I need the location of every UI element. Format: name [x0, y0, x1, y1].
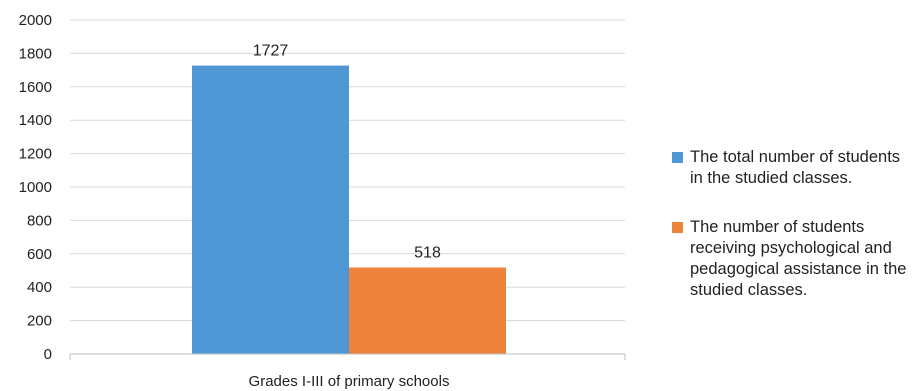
bar-series-1 — [349, 267, 506, 354]
bar-series-0 — [192, 65, 349, 354]
y-tick-label-800: 800 — [27, 212, 52, 229]
y-tick-label-1200: 1200 — [19, 146, 52, 163]
y-tick-label-1600: 1600 — [19, 79, 52, 96]
legend-label-assisted: The number of students receiving psychol… — [690, 218, 907, 299]
y-tick-label-0: 0 — [44, 346, 52, 363]
x-category-label: Grades I-III of primary schools — [249, 373, 450, 390]
legend: The total number of students in the stud… — [672, 147, 915, 301]
y-tick-label-1800: 1800 — [19, 45, 52, 62]
bars — [192, 65, 506, 354]
y-tick-label-400: 400 — [27, 279, 52, 296]
y-tick-label-1000: 1000 — [19, 179, 52, 196]
legend-swatch-total — [672, 152, 683, 163]
data-label-series-0: 1727 — [253, 43, 289, 60]
y-axis-tick-labels: 0 200 400 600 800 1000 1200 1400 1600 1800 2000 — [19, 12, 52, 363]
y-tick-label-1400: 1400 — [19, 112, 52, 129]
legend-swatch-assisted — [672, 222, 683, 233]
y-tick-label-2000: 2000 — [19, 12, 52, 29]
data-labels: 1727 518 — [253, 43, 441, 262]
x-axis-tick-marks — [69, 354, 626, 360]
y-tick-label-600: 600 — [27, 246, 52, 263]
legend-item-total: The total number of students in the stud… — [672, 147, 915, 189]
legend-item-assisted: The number of students receiving psychol… — [672, 217, 915, 301]
bar-chart: 0 200 400 600 800 1000 1200 1400 1600 1800 2000 17… — [19, 12, 626, 390]
legend-label-total: The total number of students in the stud… — [690, 148, 901, 187]
y-tick-label-200: 200 — [27, 313, 52, 330]
data-label-series-1: 518 — [414, 244, 441, 261]
